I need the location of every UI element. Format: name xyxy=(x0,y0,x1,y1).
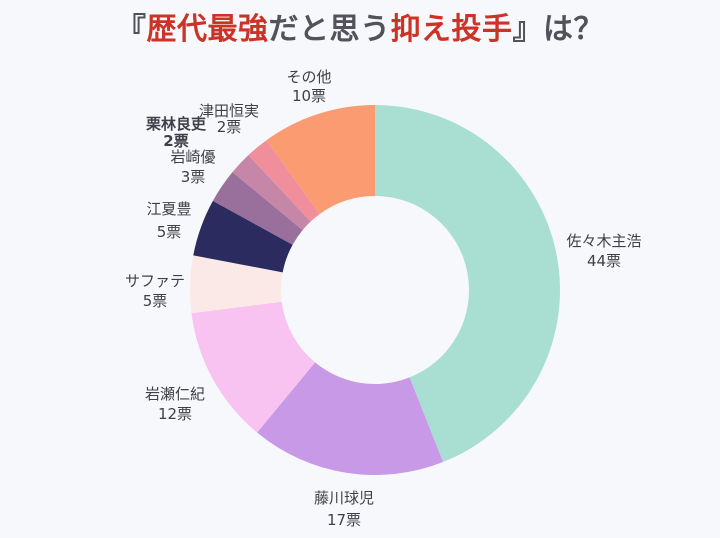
title-segment: 歴代最強 xyxy=(146,12,269,47)
slice-votes-label: 44票 xyxy=(587,252,621,270)
donut-slice xyxy=(212,172,303,245)
slice-name-label: その他 xyxy=(286,68,331,86)
slice-name-label: 岩瀬仁紀 xyxy=(145,385,205,403)
slice-votes-label: 17票 xyxy=(327,511,361,529)
slice-votes-label: 2票 xyxy=(217,118,242,136)
page-title: 『歴代最強だと思う抑え投手』は？ xyxy=(0,10,720,49)
title-segment: 抑え投手 xyxy=(390,12,513,47)
slice-name-label: 津田恒実 xyxy=(199,102,259,120)
title-segment: 』は？ xyxy=(512,12,604,47)
slice-votes-label: 2票 xyxy=(163,132,188,150)
donut-slice xyxy=(266,105,375,214)
slice-votes-label: 5票 xyxy=(157,223,182,241)
slice-name-label: サファテ xyxy=(125,272,185,290)
donut-slice xyxy=(375,104,561,463)
slice-votes-label: 3票 xyxy=(181,168,206,186)
slice-votes-label: 10票 xyxy=(292,87,326,105)
donut-slice xyxy=(193,200,293,273)
donut-slice xyxy=(232,155,311,231)
donut-slice xyxy=(257,362,444,475)
slice-name-label: 栗林良吏 xyxy=(146,115,207,133)
slice-name-label: 岩崎優 xyxy=(170,148,215,166)
donut-slice xyxy=(248,140,320,222)
donut-slice xyxy=(190,255,283,314)
donut-slice xyxy=(191,301,316,433)
slice-name-label: 江夏豊 xyxy=(146,200,191,218)
title-segment: だと思う xyxy=(268,12,391,47)
slice-name-label: 藤川球児 xyxy=(314,489,374,507)
slice-votes-label: 5票 xyxy=(143,292,168,310)
slice-votes-label: 12票 xyxy=(158,405,192,423)
title-segment: 『 xyxy=(116,12,147,47)
slice-name-label: 佐々木主浩 xyxy=(566,232,641,250)
donut-slices xyxy=(190,104,561,475)
